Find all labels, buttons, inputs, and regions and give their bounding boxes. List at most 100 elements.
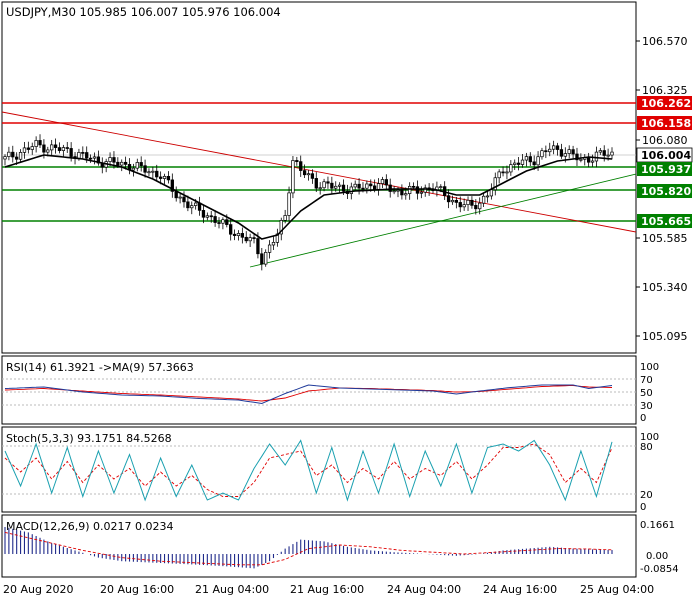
stoch-title: Stoch(5,3,3) 93.1751 84.5268 [6, 432, 172, 445]
candle-body [256, 238, 260, 255]
candle-body [143, 165, 147, 173]
rsi-tick: 100 [640, 362, 659, 373]
candle-body [147, 171, 151, 174]
candle-body [334, 185, 338, 189]
macd-tick: 0.00 [646, 551, 668, 562]
candle-body [46, 149, 50, 153]
candle-body [384, 179, 388, 186]
candle-body [509, 164, 513, 173]
level-label-bg-105820 [637, 184, 692, 198]
candle-body [18, 152, 23, 160]
candle-body [318, 187, 322, 190]
rsi-axis: 100 70 50 30 0 [640, 362, 659, 424]
candle-body [322, 181, 326, 189]
level-label-bg-105937 [637, 162, 692, 176]
candle-body [248, 237, 252, 242]
candle-body [594, 151, 599, 162]
candle-body [92, 156, 97, 159]
candle-body [458, 202, 462, 208]
candle-body [182, 196, 186, 203]
candle-body [221, 219, 225, 224]
candle-body [201, 210, 206, 218]
level-label-105937: 105.937 [641, 163, 691, 176]
symbol-header: USDJPY,M30 105.985 106.007 105.976 106.0… [6, 5, 281, 19]
stoch-tick: 20 [640, 490, 653, 501]
candle-body [232, 233, 237, 236]
candle-body [310, 173, 315, 179]
candle-body [229, 224, 233, 235]
time-label: 24 Aug 16:00 [483, 583, 557, 596]
candle-body [139, 162, 143, 167]
candle-body [516, 162, 521, 165]
candle-body [513, 162, 517, 165]
candle-body [151, 170, 155, 173]
candle-body [225, 219, 229, 225]
candle-body [423, 187, 427, 193]
candle-body [120, 161, 124, 166]
candle-body [283, 215, 287, 221]
candle-body [3, 156, 7, 160]
candle-body [544, 150, 548, 153]
candle-body [11, 151, 15, 158]
candle-body [419, 191, 423, 194]
stoch-panel: Stoch(5,3,3) 93.1751 84.5268 100 80 20 0 [1, 426, 659, 513]
candle-body [579, 158, 583, 161]
candle-body [53, 144, 58, 148]
candle-body [330, 182, 334, 189]
candle-body [559, 149, 564, 157]
candle-body [240, 233, 245, 238]
candle-body [462, 204, 466, 208]
level-label-bg-106262 [637, 96, 692, 110]
candle-body [96, 156, 101, 164]
candle-body [415, 186, 420, 194]
candle-body [361, 187, 365, 190]
candle-body [610, 151, 614, 156]
candle-body [555, 145, 560, 150]
level-label-105665: 105.665 [641, 215, 691, 228]
candle-body [135, 162, 139, 169]
current-price-label: 106.004 [641, 149, 691, 162]
time-label: 21 Aug 16:00 [290, 583, 364, 596]
candle-body [481, 195, 486, 204]
candle-body [190, 205, 194, 209]
rsi-title: RSI(14) 61.3921 ->MA(9) 57.3663 [6, 361, 194, 374]
candle-body [372, 185, 377, 190]
candle-body [61, 147, 66, 151]
candle-body [299, 161, 303, 171]
candle-body [497, 171, 501, 179]
stoch-main-line [4, 439, 613, 502]
candle-body [369, 183, 373, 187]
candle-body [65, 147, 69, 149]
level-label-105820: 105.820 [641, 185, 691, 198]
candle-body [536, 156, 540, 166]
candle-body [26, 147, 30, 150]
candle-body [186, 201, 190, 209]
candle-body [236, 233, 241, 236]
candle-body [606, 154, 610, 157]
candle-body [408, 185, 412, 194]
candle-body [267, 244, 272, 253]
candle-body [411, 185, 416, 188]
candle-body [217, 222, 221, 224]
price-tick: 105.585 [642, 232, 688, 245]
candle-body [155, 170, 159, 178]
stoch-tick: 80 [640, 442, 653, 453]
rsi-panel: RSI(14) 61.3921 ->MA(9) 57.3663 100 70 5… [1, 355, 659, 425]
candle-body [314, 178, 318, 189]
macd-tick: -0.0854 [640, 564, 679, 575]
candle-body [30, 146, 34, 150]
candle-body [264, 252, 268, 265]
candle-body [88, 157, 93, 160]
time-label: 21 Aug 04:00 [195, 583, 269, 596]
candle-body [454, 199, 459, 203]
level-label-bg-105665 [637, 214, 692, 228]
candle-body [388, 184, 392, 192]
candle-body [493, 177, 497, 191]
level-label-bg-106158 [637, 116, 692, 130]
candle-body [108, 157, 112, 162]
candle-body [466, 199, 470, 205]
candle-body [209, 215, 213, 218]
candle-body [158, 176, 163, 179]
stoch-tick: 100 [640, 432, 659, 443]
